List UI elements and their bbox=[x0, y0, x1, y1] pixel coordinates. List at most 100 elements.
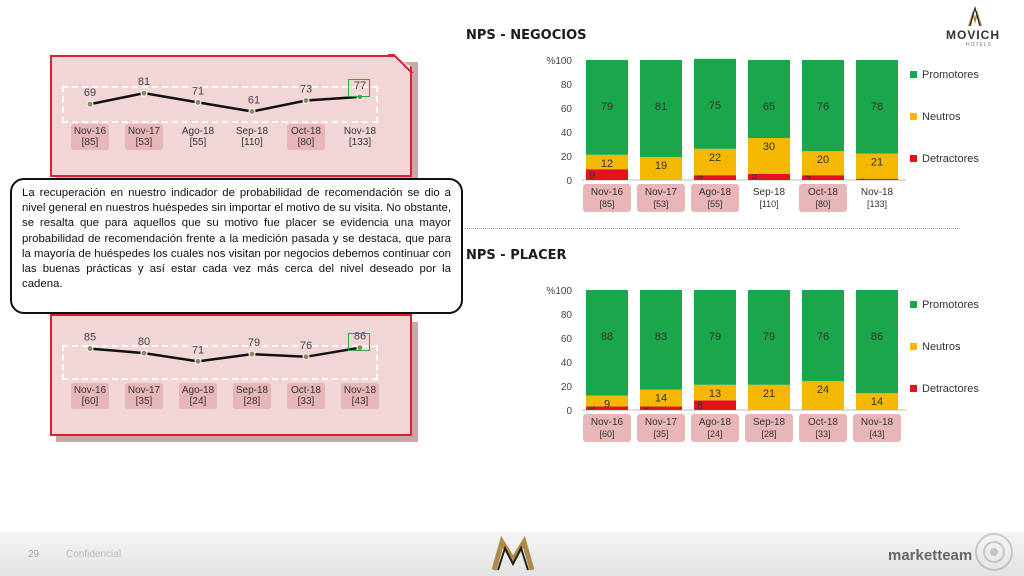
x-tick-base: [35] bbox=[653, 429, 668, 439]
bar-segment-neutros bbox=[586, 395, 628, 407]
bar-segment-neutros bbox=[694, 384, 736, 401]
bar-segment-detractores bbox=[694, 400, 736, 410]
category-label: Ago-18 [24] bbox=[173, 385, 223, 407]
placer-dash-box bbox=[62, 345, 378, 380]
category-label: Nov-16 [85] bbox=[65, 126, 115, 148]
category-highlight bbox=[125, 124, 163, 150]
nps-trend-line bbox=[89, 346, 361, 363]
bar-data-label: 8 bbox=[697, 400, 703, 412]
bar-segment-detractores bbox=[856, 178, 898, 180]
category-base: [80] bbox=[297, 137, 315, 148]
category-label: Ago-18 [55] bbox=[173, 126, 223, 148]
negocios-line-panel bbox=[50, 55, 412, 177]
category-label: Oct-18 [33] bbox=[281, 385, 331, 407]
category-base: [53] bbox=[135, 137, 153, 148]
bar-data-label: 4 bbox=[697, 170, 703, 182]
negocios-dash-box bbox=[62, 86, 378, 123]
negocios-line-chart: 69 81 71 61 73 77 bbox=[84, 76, 366, 116]
bar-segment-neutros bbox=[586, 154, 628, 170]
placer-highlight-box bbox=[348, 333, 370, 351]
category-label: Nov-17 [53] bbox=[119, 126, 169, 148]
agency-logo: marketteam bbox=[888, 547, 973, 564]
bar-segment-neutros bbox=[802, 381, 844, 410]
nps-point bbox=[86, 100, 94, 108]
x-tick-base: [53] bbox=[653, 199, 668, 209]
bar-data-label: 76 bbox=[817, 331, 829, 343]
bar-segment-detractores bbox=[748, 174, 790, 180]
bar-segment-detractores bbox=[586, 169, 628, 180]
bar-data-label: 30 bbox=[763, 141, 775, 153]
category-highlight bbox=[287, 124, 325, 150]
legend-label: Promotores bbox=[922, 69, 979, 81]
nps-value-label: 73 bbox=[300, 84, 312, 96]
category-label: Nov-17 [35] bbox=[119, 385, 169, 407]
x-tick-label: Sep-18 bbox=[753, 187, 786, 198]
bar-segment-neutros bbox=[640, 389, 682, 407]
bar-data-label: 9 bbox=[589, 170, 595, 182]
bar-data-label: 5 bbox=[751, 170, 757, 182]
bar-segment-neutros bbox=[856, 153, 898, 179]
bar-segment-promotores bbox=[748, 290, 790, 385]
category-base: [55] bbox=[189, 137, 207, 148]
nps-point bbox=[248, 350, 256, 358]
y-tick-label: 40 bbox=[561, 128, 573, 139]
category-highlight bbox=[125, 383, 163, 409]
y-tick-label: 0 bbox=[566, 176, 572, 187]
nps-trend-line bbox=[89, 91, 361, 113]
category-name: Oct-18 bbox=[290, 385, 321, 396]
bar-segment-promotores bbox=[694, 290, 736, 385]
category-base: [60] bbox=[81, 396, 99, 407]
nps-value-label: 79 bbox=[248, 337, 260, 349]
nps-point bbox=[302, 353, 310, 361]
nps-point bbox=[140, 349, 148, 357]
x-tick-base: [85] bbox=[599, 199, 614, 209]
bar-segment-promotores bbox=[640, 290, 682, 390]
category-label: Oct-18 [80] bbox=[281, 126, 331, 148]
nps-point bbox=[194, 357, 202, 365]
y-tick-label: 60 bbox=[561, 104, 573, 115]
bar-data-label: 88 bbox=[601, 331, 613, 343]
bar-segment-promotores bbox=[802, 290, 844, 382]
bar-data-label: 9 bbox=[604, 399, 610, 411]
nps-value-label: 61 bbox=[248, 95, 260, 107]
category-highlight bbox=[71, 124, 109, 150]
bar-segment-promotores bbox=[586, 290, 628, 396]
rose-icon bbox=[975, 533, 1013, 571]
negocios-bar-chart: 020406080%10091279Nov-16[85]1981Nov-17[5… bbox=[546, 56, 979, 212]
x-tick-base: [28] bbox=[761, 429, 776, 439]
category-base: [28] bbox=[243, 396, 261, 407]
x-tick-base: [33] bbox=[815, 429, 830, 439]
brand-subtitle: HOTELS bbox=[966, 42, 993, 48]
bar-data-label: 19 bbox=[655, 160, 667, 172]
bar-segment-promotores bbox=[856, 290, 898, 394]
legend-swatch bbox=[910, 343, 917, 350]
bar-data-label: 22 bbox=[709, 152, 721, 164]
y-tick-label: 20 bbox=[561, 382, 573, 393]
x-tick-label: Nov-18 bbox=[861, 187, 894, 198]
legend-label: Detractores bbox=[922, 153, 979, 165]
x-tick-label: Nov-16 bbox=[591, 187, 624, 198]
nps-value-label: 77 bbox=[354, 80, 366, 92]
negocios-highlight-box bbox=[348, 79, 370, 97]
category-base: [85] bbox=[81, 137, 99, 148]
y-tick-label: %100 bbox=[546, 56, 572, 67]
y-tick-label: 20 bbox=[561, 152, 573, 163]
category-name: Nov-16 bbox=[73, 126, 107, 137]
x-tick-label: Ago-18 bbox=[699, 417, 732, 428]
category-highlight bbox=[341, 383, 379, 409]
category-name: Sep-18 bbox=[235, 126, 269, 137]
category-highlight bbox=[691, 184, 739, 212]
category-name: Nov-17 bbox=[127, 385, 161, 396]
category-highlight bbox=[637, 184, 685, 212]
bar-segment-neutros bbox=[748, 138, 790, 174]
x-tick-label: Oct-18 bbox=[808, 417, 838, 428]
bar-data-label: 4 bbox=[805, 170, 811, 182]
x-tick-base: [133] bbox=[867, 199, 887, 209]
category-highlight bbox=[745, 414, 793, 442]
nps-point bbox=[302, 97, 310, 105]
x-tick-base: [110] bbox=[759, 199, 778, 209]
category-name: Nov-16 bbox=[73, 385, 107, 396]
category-label: Sep-18 [110] bbox=[227, 126, 277, 148]
category-base: [35] bbox=[135, 396, 153, 407]
y-tick-label: 60 bbox=[561, 334, 573, 345]
